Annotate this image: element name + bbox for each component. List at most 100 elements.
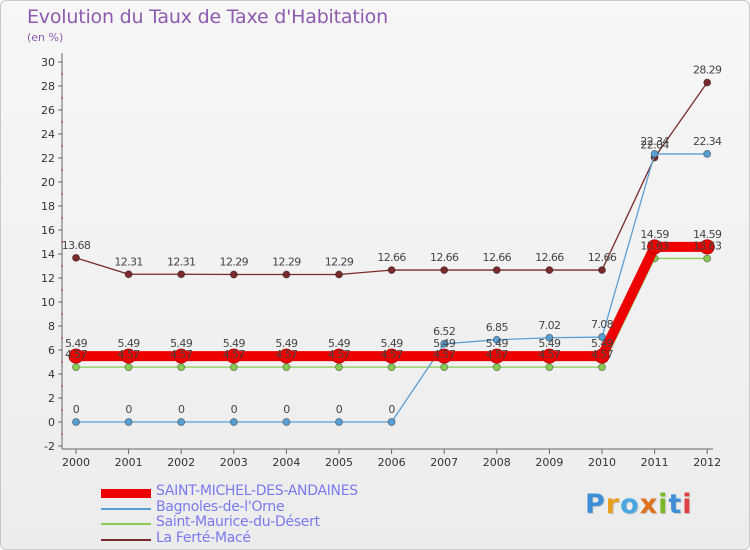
proxiti-logo: Proxiti bbox=[585, 489, 693, 520]
data-label-1: 22.34 bbox=[640, 135, 669, 148]
series-point-1 bbox=[703, 149, 712, 158]
series-point-2 bbox=[72, 363, 80, 372]
series-point-2 bbox=[177, 363, 186, 372]
series-point-1 bbox=[282, 418, 291, 426]
data-label-1: 0 bbox=[388, 403, 395, 416]
series-point-3 bbox=[335, 270, 343, 279]
x-tick-label: 2006 bbox=[378, 456, 406, 469]
series-point-2 bbox=[229, 363, 238, 372]
legend-label: La Ferté-Macé bbox=[156, 529, 251, 546]
data-label-3: 12.29 bbox=[272, 256, 301, 269]
data-label-1: 6.85 bbox=[486, 321, 509, 334]
legend-label: SAINT-MICHEL-DES-ANDAINES bbox=[156, 483, 358, 499]
data-label-2: 4.57 bbox=[223, 348, 246, 361]
series-point-1 bbox=[387, 418, 396, 426]
series-point-3 bbox=[282, 270, 291, 279]
y-tick-label: 18 bbox=[41, 200, 55, 213]
x-tick-label: 2010 bbox=[588, 456, 616, 469]
series-point-3 bbox=[124, 270, 133, 279]
series-point-2 bbox=[335, 363, 343, 372]
y-tick-label: -2 bbox=[44, 440, 55, 453]
series-point-3 bbox=[72, 253, 80, 262]
x-tick-label: 2005 bbox=[325, 456, 353, 469]
y-tick-label: 26 bbox=[41, 104, 55, 117]
x-tick-label: 2000 bbox=[62, 456, 90, 469]
legend-swatch bbox=[101, 489, 151, 498]
data-label-3: 12.66 bbox=[430, 251, 459, 264]
series-point-0 bbox=[331, 348, 347, 364]
series-point-3 bbox=[703, 78, 712, 87]
series-point-3 bbox=[598, 266, 606, 275]
x-tick-label: 2003 bbox=[220, 456, 248, 469]
series-point-1 bbox=[545, 333, 554, 342]
series-point-3 bbox=[229, 270, 238, 279]
series-point-0 bbox=[436, 348, 452, 364]
x-tick-label: 2011 bbox=[641, 456, 669, 469]
data-label-0: 14.59 bbox=[640, 228, 669, 241]
series-point-2 bbox=[492, 363, 501, 372]
series-point-2 bbox=[387, 363, 396, 372]
series-point-0 bbox=[121, 348, 137, 364]
data-label-2: 4.57 bbox=[381, 348, 404, 361]
data-label-0: 5.49 bbox=[223, 337, 246, 350]
data-label-0: 5.49 bbox=[538, 337, 561, 350]
series-point-2 bbox=[440, 363, 449, 372]
series-point-2 bbox=[282, 363, 291, 372]
data-label-0: 5.49 bbox=[118, 337, 141, 350]
series-point-3 bbox=[177, 270, 186, 279]
data-label-0: 5.49 bbox=[275, 337, 298, 350]
data-label-3: 12.66 bbox=[377, 251, 406, 264]
data-label-0: 5.49 bbox=[170, 337, 193, 350]
data-label-3: 12.66 bbox=[483, 251, 512, 264]
series-point-2 bbox=[703, 254, 712, 263]
data-label-2: 4.57 bbox=[433, 348, 456, 361]
data-label-0: 5.49 bbox=[591, 337, 614, 350]
x-tick-label: 2002 bbox=[167, 456, 195, 469]
data-label-2: 13.63 bbox=[640, 239, 669, 252]
series-point-2 bbox=[545, 363, 554, 372]
series-point-3 bbox=[492, 266, 501, 275]
data-label-0: 5.49 bbox=[65, 337, 88, 350]
series-point-3 bbox=[545, 266, 554, 275]
data-label-1: 0 bbox=[125, 403, 132, 416]
data-label-1: 0 bbox=[73, 403, 80, 416]
legend-swatch bbox=[101, 523, 151, 525]
data-label-1: 7.08 bbox=[591, 318, 614, 331]
data-label-2: 4.57 bbox=[65, 348, 88, 361]
series-point-3 bbox=[440, 266, 449, 275]
data-label-0: 5.49 bbox=[381, 337, 404, 350]
series-line-1 bbox=[76, 153, 708, 423]
y-tick-label: 2 bbox=[48, 392, 55, 405]
series-point-1 bbox=[650, 149, 659, 158]
series-point-2 bbox=[598, 363, 606, 372]
data-label-0: 5.49 bbox=[328, 337, 351, 350]
series-point-2 bbox=[124, 363, 133, 372]
series-point-3 bbox=[387, 266, 396, 275]
data-label-3: 12.31 bbox=[114, 255, 143, 268]
data-label-2: 4.57 bbox=[275, 348, 298, 361]
data-label-1: 0 bbox=[178, 403, 185, 416]
series-point-1 bbox=[229, 418, 238, 426]
series-point-1 bbox=[124, 418, 133, 426]
x-tick-label: 2004 bbox=[272, 456, 300, 469]
data-label-3: 12.66 bbox=[588, 251, 617, 264]
series-point-0 bbox=[278, 348, 294, 364]
chart-unit: (en %) bbox=[27, 31, 64, 44]
x-tick-label: 2007 bbox=[430, 456, 458, 469]
y-tick-label: 4 bbox=[48, 368, 55, 381]
data-label-3: 22.04 bbox=[640, 139, 669, 152]
data-label-2: 4.57 bbox=[591, 348, 614, 361]
series-point-1 bbox=[335, 418, 343, 426]
series-point-1 bbox=[598, 333, 606, 342]
x-tick-label: 2001 bbox=[115, 456, 143, 469]
series-point-0 bbox=[489, 348, 505, 364]
y-tick-label: 22 bbox=[41, 152, 55, 165]
data-label-0: 14.59 bbox=[693, 228, 722, 241]
data-label-3: 12.66 bbox=[535, 251, 564, 264]
series-point-1 bbox=[492, 335, 501, 344]
y-tick-label: 6 bbox=[48, 344, 55, 357]
y-tick-label: 16 bbox=[41, 224, 55, 237]
series-point-1 bbox=[177, 418, 186, 426]
series-point-0 bbox=[226, 348, 242, 364]
